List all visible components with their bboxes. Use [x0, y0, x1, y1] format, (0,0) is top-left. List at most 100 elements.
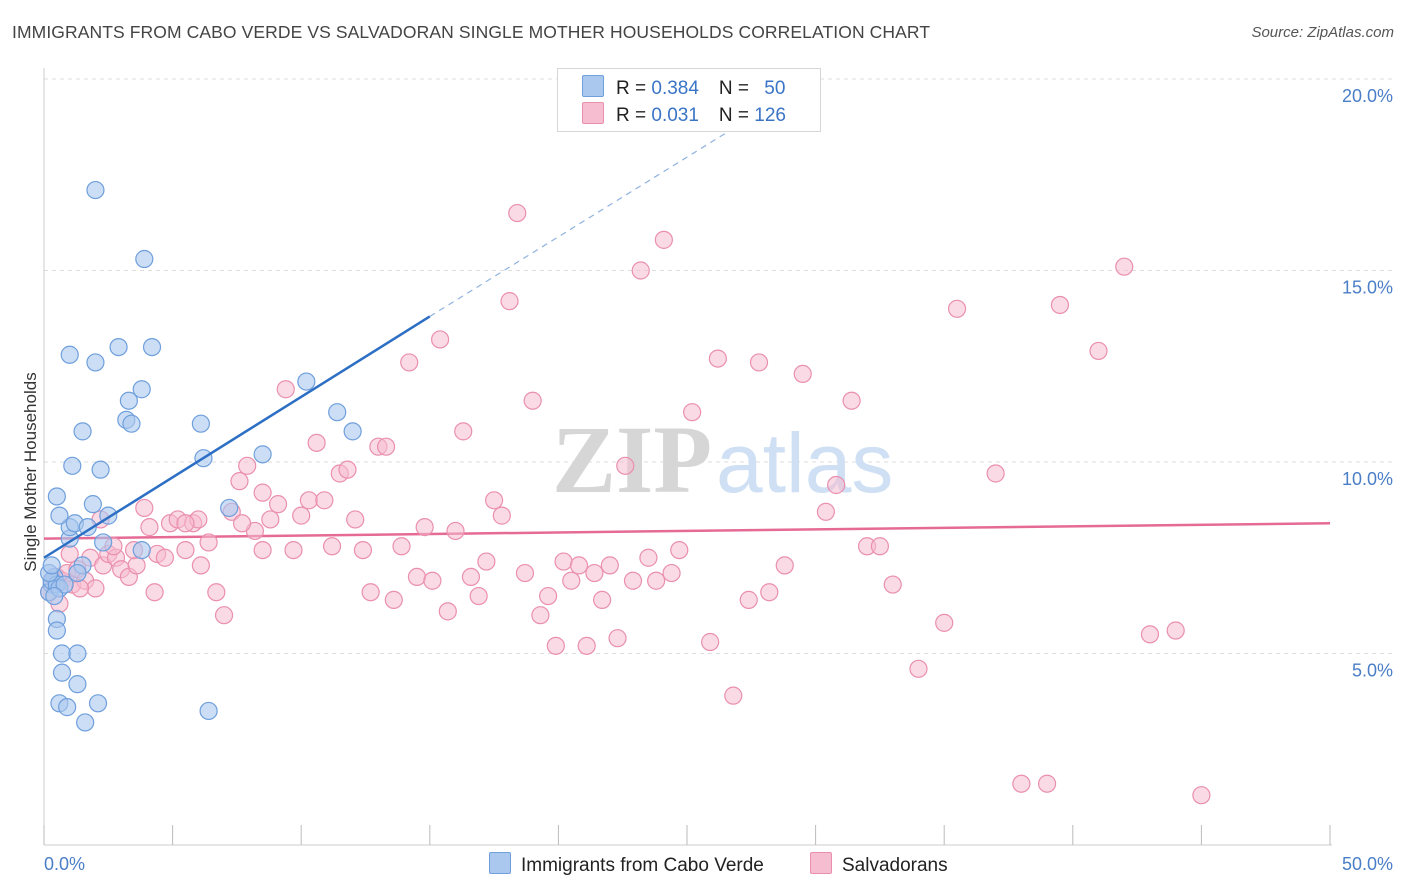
legend-item-cabo-verde[interactable]: Immigrants from Cabo Verde: [489, 852, 764, 877]
point-cabo-verde: [199, 701, 218, 721]
watermark-atlas: atlas: [716, 416, 893, 510]
source-label: Source: ZipAtlas.com: [1251, 24, 1394, 41]
point-salvadorans: [608, 629, 627, 648]
point-cabo-verde: [86, 353, 105, 372]
point-salvadorans: [554, 552, 573, 571]
point-salvadorans: [623, 571, 643, 590]
point-salvadorans: [353, 540, 373, 560]
points-salvadorans: [40, 203, 1211, 805]
legend-item-salvadorans[interactable]: Salvadorans: [810, 852, 948, 877]
trend-cabo-verde: [43, 116, 752, 559]
point-salvadorans: [883, 575, 902, 594]
point-salvadorans: [176, 514, 195, 533]
point-salvadorans: [454, 422, 473, 441]
point-salvadorans: [546, 636, 565, 655]
point-salvadorans: [253, 540, 272, 560]
point-salvadorans: [346, 510, 365, 529]
legend-swatch-blue: [582, 75, 604, 97]
point-salvadorans: [276, 380, 295, 399]
point-cabo-verde: [52, 644, 72, 663]
point-salvadorans: [947, 299, 967, 318]
point-salvadorans: [585, 563, 604, 583]
point-cabo-verde: [191, 414, 210, 433]
point-salvadorans: [268, 495, 288, 514]
point-cabo-verde: [297, 372, 316, 391]
point-salvadorans: [515, 563, 535, 583]
legend-n-value: 126: [754, 105, 786, 126]
point-cabo-verde: [109, 338, 128, 357]
point-salvadorans: [1037, 774, 1057, 793]
point-salvadorans: [631, 261, 650, 280]
point-salvadorans: [1089, 341, 1108, 361]
point-salvadorans: [191, 556, 210, 575]
point-cabo-verde: [86, 180, 105, 200]
point-cabo-verde: [58, 698, 77, 717]
point-salvadorans: [935, 613, 954, 632]
point-salvadorans: [909, 659, 928, 678]
point-salvadorans: [724, 686, 743, 705]
point-salvadorans: [670, 540, 689, 560]
point-salvadorans: [577, 636, 596, 655]
legend-row-salvadorans: R = 0.031 N = 126: [582, 102, 786, 126]
legend-r-value: 0.031: [651, 105, 699, 126]
point-salvadorans: [232, 514, 252, 533]
watermark-zip: ZIP: [552, 406, 712, 513]
x-tick-label: 50.0%: [1342, 854, 1393, 874]
point-salvadorans: [708, 349, 727, 368]
point-salvadorans: [438, 602, 457, 621]
point-salvadorans: [238, 456, 257, 475]
point-salvadorans: [816, 502, 835, 521]
point-salvadorans: [701, 632, 720, 652]
legend-swatch-blue: [489, 852, 511, 874]
point-salvadorans: [446, 521, 465, 541]
point-cabo-verde: [132, 380, 151, 399]
legend-row-cabo-verde: R = 0.384 N = 50: [582, 75, 785, 99]
point-cabo-verde: [78, 518, 97, 537]
x-tick-label: 0.0%: [44, 854, 85, 874]
legend-swatch-pink: [810, 852, 832, 874]
stats-legend: R = 0.384 N = 50 R = 0.031 N = 126: [557, 68, 821, 132]
point-cabo-verde: [135, 249, 154, 269]
point-salvadorans: [461, 567, 481, 587]
point-salvadorans: [145, 583, 164, 602]
y-tick-label: 15.0%: [1342, 278, 1393, 298]
point-salvadorans: [523, 391, 542, 410]
point-cabo-verde: [91, 460, 110, 479]
point-salvadorans: [827, 475, 846, 495]
tick-labels: 5.0% 10.0% 15.0% 20.0% 0.0% 50.0%: [44, 86, 1393, 874]
point-salvadorans: [407, 567, 427, 587]
point-salvadorans: [647, 571, 666, 590]
point-cabo-verde: [50, 506, 69, 525]
point-salvadorans: [176, 540, 195, 560]
point-salvadorans: [569, 556, 589, 575]
point-salvadorans: [338, 460, 357, 479]
point-cabo-verde: [83, 495, 102, 514]
point-salvadorans: [1140, 625, 1160, 644]
point-salvadorans: [562, 571, 581, 590]
legend-n-label: N =: [718, 78, 755, 99]
point-cabo-verde: [68, 675, 87, 694]
point-salvadorans: [70, 579, 90, 598]
point-cabo-verde: [52, 663, 72, 682]
point-cabo-verde: [45, 586, 64, 606]
point-salvadorans: [140, 518, 159, 537]
chart-title: IMMIGRANTS FROM CABO VERDE VS SALVADORAN…: [12, 22, 931, 42]
y-tick-label: 10.0%: [1342, 469, 1393, 489]
point-salvadorans: [760, 583, 779, 602]
point-salvadorans: [361, 583, 380, 602]
point-salvadorans: [430, 330, 450, 349]
point-salvadorans: [616, 456, 635, 475]
point-salvadorans: [261, 510, 280, 529]
legend-swatch-pink: [582, 102, 604, 124]
point-salvadorans: [870, 537, 890, 556]
point-cabo-verde: [132, 540, 151, 560]
point-salvadorans: [749, 353, 769, 372]
point-salvadorans: [1166, 621, 1185, 640]
point-cabo-verde: [60, 345, 79, 364]
point-cabo-verde: [328, 403, 347, 422]
point-cabo-verde: [142, 338, 162, 357]
point-salvadorans: [1012, 774, 1031, 793]
point-salvadorans: [199, 533, 218, 552]
point-cabo-verde: [76, 713, 95, 732]
